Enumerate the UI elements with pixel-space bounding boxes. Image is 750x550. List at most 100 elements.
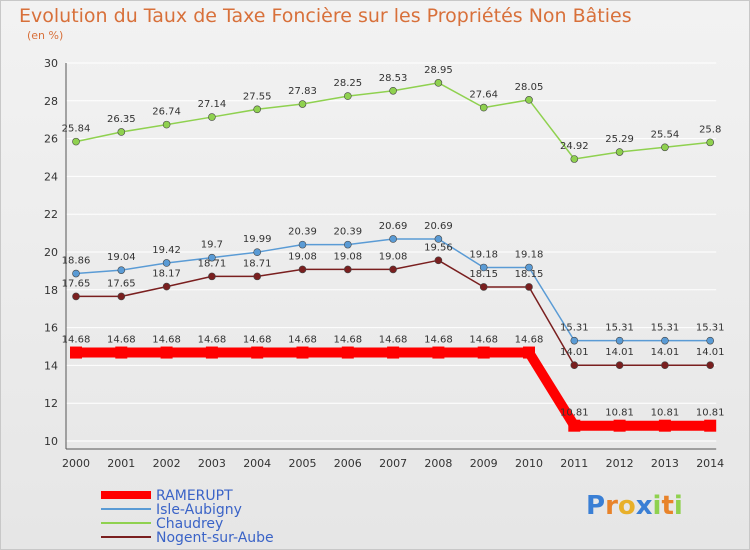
- data-point: [615, 361, 624, 370]
- data-label: 26.74: [152, 107, 181, 118]
- y-tick-label: 18: [44, 284, 58, 297]
- data-label: 10.81: [560, 408, 589, 419]
- data-label: 19.08: [379, 251, 408, 262]
- data-point: [432, 346, 445, 359]
- data-point: [162, 120, 171, 129]
- data-point: [298, 240, 307, 249]
- y-tick-label: 22: [44, 208, 58, 221]
- data-label: 18.86: [62, 256, 91, 267]
- data-label: 27.55: [243, 91, 272, 102]
- data-point: [117, 292, 126, 301]
- data-label: 19.7: [201, 240, 223, 251]
- y-tick-label: 14: [44, 359, 58, 372]
- data-label: 14.68: [379, 335, 408, 346]
- data-label: 19.08: [288, 251, 317, 262]
- data-label: 14.01: [560, 347, 589, 358]
- data-point: [253, 248, 262, 256]
- data-point: [70, 346, 82, 359]
- data-label: 28.25: [333, 78, 362, 89]
- data-label: 15.31: [560, 323, 589, 334]
- data-label: 14.68: [243, 335, 272, 346]
- data-point: [72, 292, 80, 301]
- data-label: 14.01: [605, 347, 634, 358]
- data-point: [615, 148, 624, 156]
- data-point: [343, 92, 352, 100]
- data-point: [296, 346, 309, 359]
- data-point: [251, 346, 264, 359]
- data-point: [658, 419, 671, 432]
- data-label: 20.39: [288, 227, 317, 238]
- data-label: 15.31: [696, 323, 725, 334]
- x-tick-label: 2001: [107, 457, 135, 470]
- x-tick-label: 2003: [198, 457, 226, 470]
- data-point: [661, 336, 669, 345]
- data-point: [343, 240, 352, 249]
- data-label: 14.68: [62, 335, 91, 346]
- y-tick-label: 28: [44, 95, 58, 108]
- data-label: 10.81: [651, 408, 680, 419]
- x-tick-label: 2004: [243, 457, 271, 470]
- data-label: 19.42: [152, 245, 181, 256]
- data-label: 14.68: [107, 335, 136, 346]
- data-point: [162, 282, 171, 291]
- x-tick-label: 2012: [606, 457, 634, 470]
- data-label: 28.53: [379, 73, 408, 84]
- legend-entry: Nogent-sur-Aube: [156, 530, 274, 546]
- x-tick-label: 2000: [62, 457, 90, 470]
- data-label: 26.35: [107, 114, 136, 125]
- data-label: 10.81: [696, 408, 725, 419]
- data-label: 17.65: [62, 278, 91, 289]
- data-label: 18.17: [152, 269, 181, 280]
- data-label: 14.68: [515, 335, 544, 346]
- x-tick-label: 2014: [696, 457, 724, 470]
- data-point: [72, 137, 80, 146]
- data-label: 20.69: [424, 221, 453, 232]
- data-point: [298, 265, 307, 274]
- y-tick-label: 10: [44, 435, 58, 448]
- data-label: 15.31: [651, 323, 680, 334]
- proxiti-logo: Proxiti: [586, 491, 683, 521]
- data-point: [525, 283, 533, 291]
- data-label: 14.68: [333, 335, 362, 346]
- y-tick-label: 26: [44, 133, 58, 146]
- data-point: [389, 265, 397, 274]
- data-point: [525, 263, 533, 272]
- data-label: 24.92: [560, 141, 589, 152]
- data-point: [434, 79, 443, 87]
- x-tick-label: 2002: [153, 457, 181, 470]
- data-point: [568, 419, 581, 432]
- x-tick-label: 2011: [560, 457, 588, 470]
- data-point: [160, 346, 173, 359]
- logo-letter: P: [586, 491, 606, 521]
- x-tick-label: 2005: [289, 457, 317, 470]
- data-label: 10.81: [605, 408, 634, 419]
- data-label: 14.68: [424, 335, 453, 346]
- data-label: 15.31: [605, 323, 634, 334]
- data-label: 14.68: [152, 335, 181, 346]
- data-label: 28.95: [424, 65, 453, 76]
- data-label: 19.56: [424, 242, 453, 253]
- data-label: 25.8: [699, 124, 721, 135]
- y-tick-label: 30: [44, 57, 58, 70]
- data-label: 27.64: [469, 90, 498, 101]
- data-point: [570, 361, 579, 370]
- data-point: [72, 269, 80, 278]
- data-label: 19.18: [515, 249, 544, 260]
- logo-letter: i: [673, 491, 683, 521]
- data-point: [343, 265, 352, 274]
- data-label: 28.05: [515, 82, 544, 93]
- data-label: 20.69: [379, 221, 408, 232]
- data-point: [208, 113, 216, 121]
- x-tick-label: 2009: [470, 457, 498, 470]
- data-point: [613, 419, 626, 432]
- data-point: [117, 266, 126, 274]
- y-tick-label: 12: [44, 397, 58, 410]
- data-point: [615, 336, 624, 345]
- data-label: 14.01: [696, 347, 725, 358]
- data-point: [341, 346, 354, 359]
- logo-letter: t: [661, 491, 674, 521]
- data-label: 14.68: [288, 335, 317, 346]
- y-tick-label: 24: [44, 170, 58, 183]
- logo-letter: x: [635, 491, 653, 521]
